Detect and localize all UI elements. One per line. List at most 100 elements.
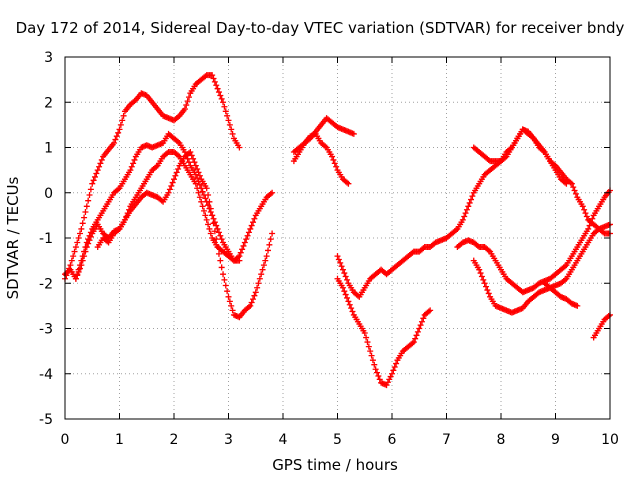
x-tick-label: 9 <box>551 432 560 448</box>
data-point <box>91 173 98 180</box>
x-tick-label: 8 <box>497 432 506 448</box>
data-point <box>203 216 210 223</box>
data-point <box>113 133 120 140</box>
data-point <box>469 193 476 200</box>
data-point <box>244 232 251 239</box>
data-point <box>225 293 232 300</box>
data-point <box>85 197 92 204</box>
data-point <box>342 291 349 298</box>
data-point <box>218 95 225 102</box>
x-axis-label: GPS time / hours <box>272 456 398 474</box>
data-point <box>367 348 374 355</box>
data-point <box>376 376 383 383</box>
series-12 <box>590 311 613 341</box>
data-point <box>229 307 236 314</box>
data-point <box>329 153 336 160</box>
y-tick-label: 0 <box>44 186 53 202</box>
data-point <box>214 85 221 92</box>
data-point <box>236 253 243 260</box>
data-point <box>260 262 267 269</box>
data-point <box>185 94 192 101</box>
data-point <box>226 121 233 128</box>
y-tick-label: -1 <box>39 231 53 247</box>
data-point <box>252 289 259 296</box>
data-point <box>74 272 81 279</box>
data-point <box>350 130 357 137</box>
data-point <box>205 202 212 209</box>
data-point <box>248 299 255 306</box>
data-point <box>481 280 488 287</box>
data-point <box>206 225 213 232</box>
data-point <box>266 241 273 248</box>
data-point <box>75 268 82 275</box>
data-point <box>371 361 378 368</box>
data-point <box>93 170 100 177</box>
data-point <box>96 163 103 170</box>
data-point <box>389 370 395 377</box>
data-point <box>236 144 243 151</box>
data-point <box>185 159 192 166</box>
data-point <box>586 222 593 229</box>
data-point <box>589 215 596 222</box>
data-point <box>83 244 90 251</box>
data-point <box>210 75 217 82</box>
series-10 <box>470 126 570 187</box>
data-point <box>188 152 195 159</box>
data-point <box>195 189 202 196</box>
data-point <box>240 242 247 249</box>
data-point <box>175 165 182 172</box>
data-point <box>348 305 355 312</box>
data-point <box>74 239 81 246</box>
data-point <box>79 220 86 227</box>
y-axis-label: SDTVAR / TECUs <box>4 176 22 299</box>
data-point <box>217 92 224 99</box>
data-point <box>195 169 202 176</box>
data-point <box>190 155 197 162</box>
data-point <box>393 360 400 367</box>
data-point <box>127 167 134 174</box>
data-point <box>568 180 575 187</box>
data-point <box>345 298 352 305</box>
x-tick-label: 7 <box>442 432 451 448</box>
data-point <box>269 230 276 237</box>
x-tick-labels: 0 1 2 3 4 5 6 7 8 9 10 <box>61 432 619 448</box>
data-point <box>215 89 222 96</box>
data-point <box>255 280 262 287</box>
data-point <box>192 162 199 169</box>
data-point <box>86 192 93 199</box>
data-point <box>173 169 180 176</box>
data-point <box>338 263 345 270</box>
data-point <box>461 213 468 220</box>
data-point <box>215 229 222 236</box>
data-point <box>81 214 88 221</box>
x-tick-label: 3 <box>224 432 233 448</box>
data-point <box>265 247 272 254</box>
data-point <box>89 180 96 187</box>
data-point <box>82 248 89 255</box>
data-point <box>241 239 248 246</box>
data-point <box>478 273 485 280</box>
data-point <box>119 117 126 124</box>
data-point <box>256 275 263 282</box>
data-point <box>572 190 579 197</box>
data-point <box>199 188 206 195</box>
data-point <box>85 240 92 247</box>
data-point <box>207 205 214 212</box>
data-point <box>94 167 101 174</box>
data-point <box>417 322 424 329</box>
data-point <box>183 102 190 109</box>
tick-marks <box>64 56 611 420</box>
data-point <box>263 253 270 260</box>
data-point <box>361 330 368 337</box>
data-point <box>211 219 218 226</box>
data-point <box>364 339 371 346</box>
data-point <box>217 257 224 264</box>
data-point <box>196 194 203 201</box>
y-tick-labels: -5 -4 -3 -2 -1 0 1 2 3 <box>39 50 53 428</box>
data-point <box>239 246 246 253</box>
data-point <box>462 210 469 217</box>
data-point <box>387 373 394 380</box>
data-point <box>344 294 351 301</box>
data-point <box>391 363 398 370</box>
data-point <box>344 276 351 283</box>
